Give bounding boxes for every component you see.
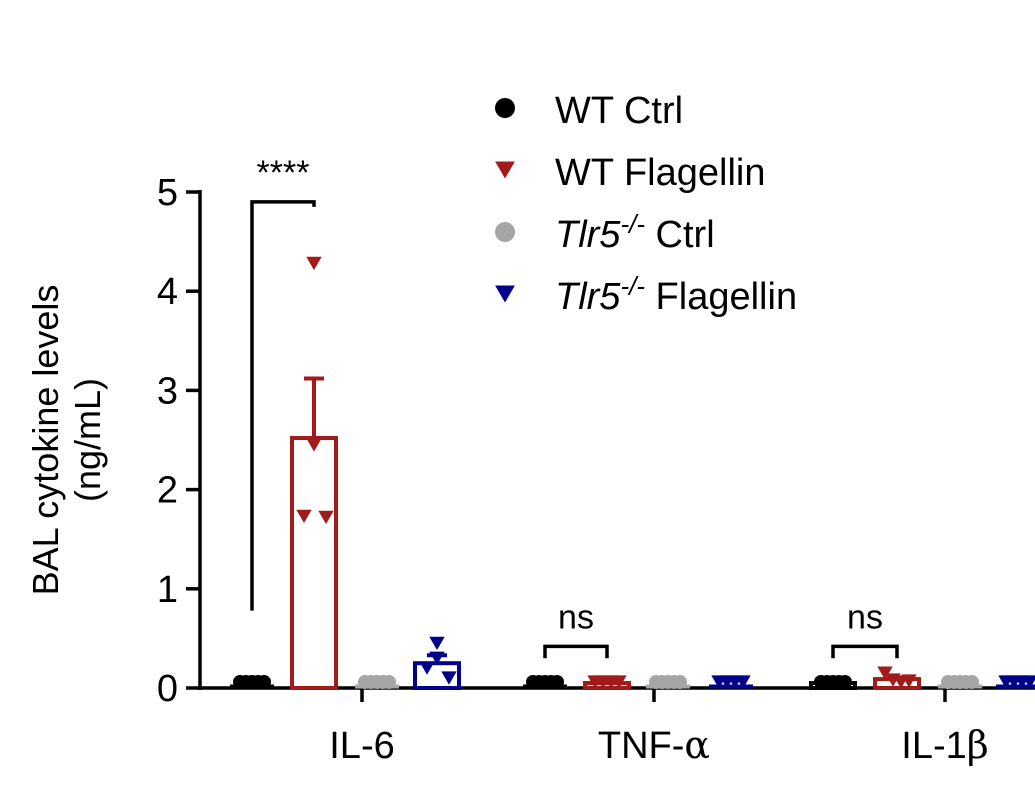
legend: WT Ctrl WT Flagellin Tlr5-/- Ctrl Tlr5-/- F…	[495, 90, 797, 318]
significance-label: ns	[558, 598, 594, 636]
x-tick-label: TNF-α	[598, 723, 710, 767]
data-point	[611, 675, 627, 689]
y-tick-label: 3	[157, 370, 178, 412]
data-point	[306, 256, 322, 271]
y-tick-label: 5	[157, 172, 178, 214]
data-points	[233, 256, 1035, 689]
legend-marker	[495, 161, 515, 179]
bar	[290, 436, 338, 690]
bar	[583, 681, 631, 690]
data-point	[1022, 675, 1035, 689]
significance-bracket	[543, 644, 609, 659]
data-point	[382, 675, 396, 689]
data-point	[965, 675, 979, 689]
data-point	[673, 675, 687, 689]
data-point	[306, 438, 322, 452]
axes: 0 1 2 3 4 5 IL-6 TNF-α IL-1β BAL cytokine levels(…	[25, 172, 1035, 767]
y-tick-label: 4	[157, 271, 178, 313]
significance-annotations: **** ns ns	[250, 154, 899, 659]
y-axis-label: BAL cytokine levels(ng/mL)	[25, 285, 108, 596]
data-point	[296, 509, 312, 524]
legend-entry: WT Flagellin	[555, 152, 765, 194]
y-tick-label: 0	[157, 668, 178, 710]
significance-bracket	[250, 200, 316, 611]
legend-marker	[495, 98, 515, 118]
data-point	[419, 661, 435, 675]
legend-entry: WT Ctrl	[555, 90, 683, 132]
legend-entry: Tlr5-/- Flagellin	[555, 271, 797, 318]
x-tick-label: IL-6	[329, 725, 394, 767]
significance-bracket	[831, 644, 899, 659]
data-point	[429, 636, 445, 651]
data-point	[429, 651, 445, 665]
y-tick-label: 1	[157, 569, 178, 611]
data-point	[838, 675, 852, 689]
data-point	[318, 510, 334, 525]
data-point	[735, 675, 751, 689]
data-point	[550, 675, 564, 689]
data-point	[877, 666, 893, 680]
legend-marker	[495, 222, 515, 242]
legend-entry: Tlr5-/- Ctrl	[555, 209, 715, 256]
y-tick-label: 2	[157, 470, 178, 512]
significance-label: ****	[257, 154, 310, 192]
legend-marker	[495, 285, 515, 303]
data-point	[441, 671, 457, 685]
x-tick-label: IL-1β	[901, 723, 988, 767]
significance-label: ns	[847, 598, 883, 636]
data-point	[901, 674, 917, 688]
data-point	[257, 675, 271, 689]
bars	[230, 376, 1035, 691]
